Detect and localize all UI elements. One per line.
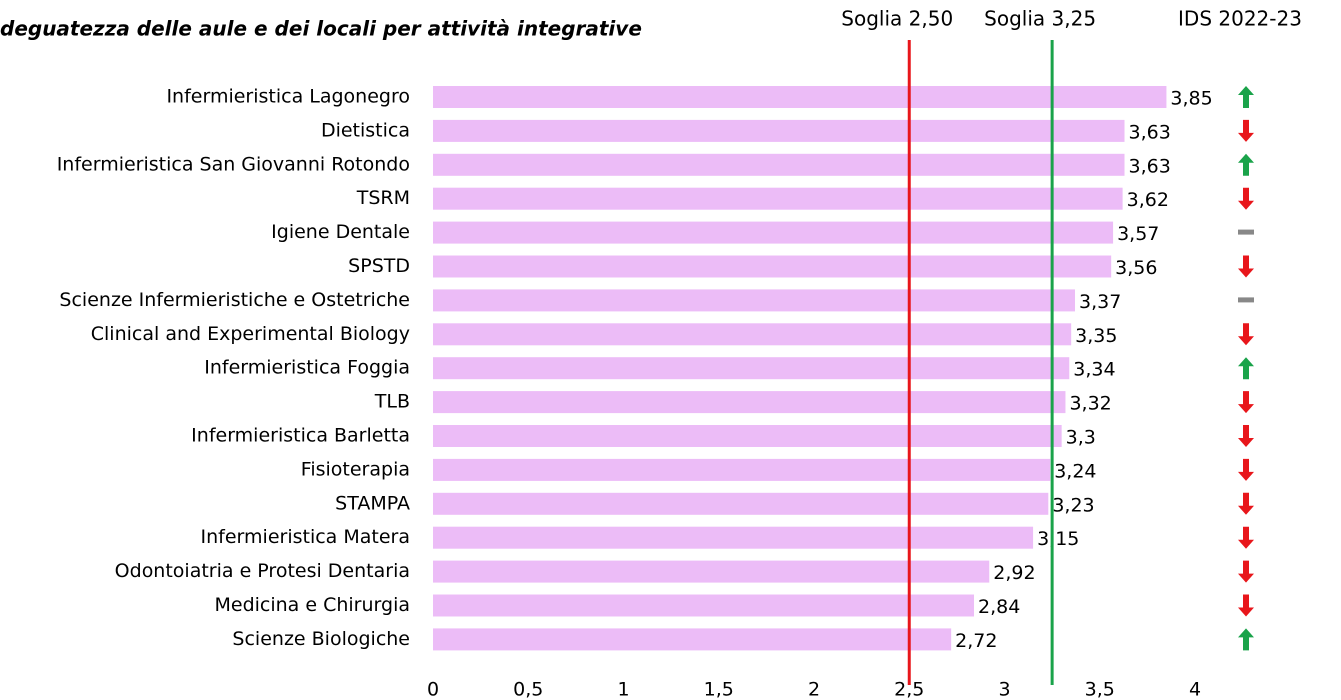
y-tick-label: Infermieristica Matera (201, 526, 410, 548)
bar (433, 187, 1123, 210)
bar (433, 594, 975, 617)
bar (433, 492, 1049, 515)
trend-arrow-down (1238, 255, 1254, 278)
x-tick-label: 2 (808, 679, 820, 700)
y-tick-label: Medicina e Chirurgia (214, 594, 410, 616)
trend-arrow-up (1238, 357, 1254, 380)
data-label: 3,85 (1170, 88, 1212, 110)
trend-arrow-down (1238, 425, 1254, 447)
x-tick-label: 3,5 (1085, 679, 1115, 700)
y-tick-label: Infermieristica San Giovanni Rotondo (57, 153, 410, 175)
data-label: 3,32 (1069, 393, 1111, 415)
trend-flat (1238, 297, 1254, 303)
y-tick-label: Dietistica (321, 119, 410, 141)
data-label: 3,57 (1117, 223, 1159, 245)
trend-arrow-down (1238, 560, 1254, 583)
x-tick-label: 0 (427, 679, 439, 700)
y-tick-label: TSRM (356, 187, 410, 209)
bar (433, 289, 1075, 312)
x-tick-label: 1 (617, 679, 629, 700)
x-tick-label: 0,5 (513, 679, 543, 700)
bar (433, 119, 1125, 142)
y-tick-label: Infermieristica Barletta (191, 425, 410, 447)
bar (433, 560, 990, 583)
y-tick-label: Igiene Dentale (271, 221, 410, 243)
data-label: 3,35 (1075, 325, 1117, 347)
data-label: 3,34 (1073, 359, 1115, 381)
data-label: 3,15 (1037, 528, 1079, 550)
chart-title: deguatezza delle aule e dei locali per a… (0, 17, 642, 41)
y-tick-label: TLB (374, 391, 410, 413)
y-tick-label: Infermieristica Lagonegro (166, 86, 410, 108)
trend-arrow-up (1238, 628, 1254, 651)
trend-arrow-up (1238, 86, 1254, 108)
x-tick-label: 1,5 (704, 679, 734, 700)
data-label: 2,84 (978, 596, 1020, 618)
bar (433, 255, 1112, 278)
data-label: 3,24 (1054, 460, 1096, 482)
trend-arrow-up (1238, 153, 1254, 176)
bar (433, 323, 1072, 346)
x-tick-label: 4 (1189, 679, 1201, 700)
trend-arrow-down (1238, 458, 1254, 481)
bar (433, 425, 1062, 447)
y-tick-label: Scienze Biologiche (232, 628, 410, 650)
data-label: 2,92 (993, 562, 1035, 584)
bar (433, 628, 952, 651)
trend-arrow-down (1238, 119, 1254, 142)
bar (433, 357, 1070, 380)
y-tick-label: Odontoiatria e Protesi Dentaria (115, 560, 410, 582)
data-label: 3,62 (1127, 189, 1169, 211)
bar (433, 153, 1125, 176)
bar (433, 391, 1066, 414)
trend-arrow-down (1238, 187, 1254, 210)
y-tick-label: Fisioterapia (301, 458, 410, 480)
data-label: 3,63 (1129, 155, 1171, 177)
trend-header: IDS 2022-23 (1178, 7, 1302, 31)
trend-flat (1238, 229, 1254, 235)
y-tick-label: Infermieristica Foggia (204, 357, 410, 379)
trend-arrow-down (1238, 391, 1254, 414)
y-tick-label: STAMPA (335, 492, 410, 514)
data-label: 3,63 (1129, 121, 1171, 143)
y-tick-label: Clinical and Experimental Biology (91, 323, 410, 345)
data-label: 3,56 (1115, 257, 1157, 279)
bar (433, 86, 1167, 108)
bar (433, 526, 1034, 549)
bar (433, 221, 1114, 244)
data-label: 2,72 (955, 630, 997, 652)
y-tick-label: SPSTD (348, 255, 410, 277)
trend-arrow-down (1238, 492, 1254, 515)
threshold-label: Soglia 3,25 (984, 7, 1096, 31)
threshold-label: Soglia 2,50 (841, 7, 953, 31)
y-tick-label: Scienze Infermieristiche e Ostetriche (59, 289, 410, 311)
trend-arrow-down (1238, 323, 1254, 346)
trend-arrow-down (1238, 526, 1254, 549)
x-tick-label: 3 (998, 679, 1010, 700)
data-label: 3,3 (1066, 427, 1096, 449)
bar (433, 458, 1051, 481)
data-label: 3,37 (1079, 291, 1121, 313)
data-label: 3,23 (1052, 494, 1094, 516)
trend-arrow-down (1238, 594, 1254, 617)
x-tick-label: 2,5 (894, 679, 924, 700)
